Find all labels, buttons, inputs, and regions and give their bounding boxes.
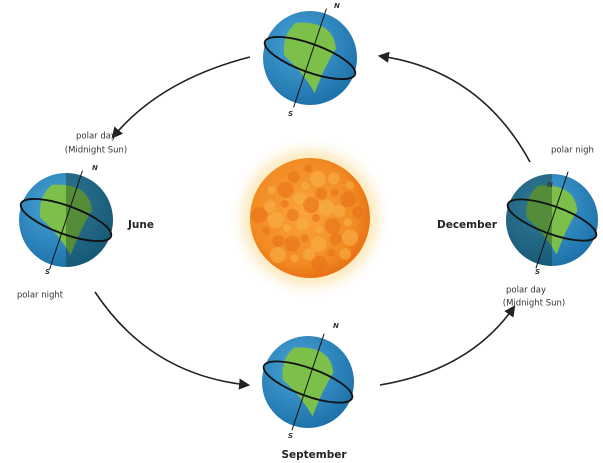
sun-spot — [270, 247, 286, 263]
south-label: S — [288, 110, 293, 118]
sun-spot — [281, 200, 289, 208]
sun-spot — [311, 256, 327, 272]
sun-spot — [301, 182, 309, 190]
north-label: N — [334, 2, 340, 10]
sun-spot — [272, 235, 284, 247]
note: polar night — [17, 291, 64, 301]
sun-spot — [262, 227, 270, 235]
sun-spot — [344, 218, 352, 226]
earth — [16, 171, 116, 270]
sun-spot — [352, 206, 364, 218]
sun-spot — [251, 207, 267, 223]
south-label: S — [45, 268, 50, 276]
sun-spot — [301, 234, 309, 242]
sun-spot — [287, 209, 299, 221]
night-side — [506, 174, 552, 266]
sun-spot — [333, 205, 345, 217]
sun-spot — [290, 254, 298, 262]
orbit-arrow — [380, 307, 514, 385]
sun-spot — [339, 248, 351, 260]
sun-spot — [283, 224, 291, 232]
sun-spot — [305, 164, 313, 172]
note: (Midnight Sun) — [503, 299, 565, 309]
note: (Midnight Sun) — [65, 146, 127, 156]
south-label: S — [288, 432, 293, 440]
orbit-arrow — [380, 56, 530, 162]
note: polar day — [506, 286, 546, 296]
north-label: N — [92, 164, 98, 172]
sun-spot — [293, 192, 305, 204]
sun-spot — [297, 219, 309, 231]
sun-spot — [328, 172, 340, 184]
earth — [259, 334, 357, 431]
sun-spot — [327, 249, 335, 257]
season-label: December — [437, 219, 498, 231]
sun-spot — [325, 218, 341, 234]
sun-spot — [268, 212, 284, 228]
sun-spot — [288, 171, 300, 183]
north-label: N — [547, 181, 553, 189]
orbit-arrow — [95, 292, 248, 385]
sun-spot — [312, 214, 320, 222]
orbit-arrow — [113, 57, 250, 137]
sun-spot — [340, 191, 356, 207]
sun-spot — [342, 230, 358, 246]
note: polar day — [76, 132, 116, 142]
south-label: S — [535, 268, 540, 276]
sun-spot — [318, 200, 334, 216]
sun-spot — [331, 189, 339, 197]
sun-spot — [315, 188, 327, 200]
north-label: N — [333, 322, 339, 330]
season-label: September — [281, 449, 347, 461]
sun-spot — [346, 181, 354, 189]
sun-spot — [315, 226, 323, 234]
sun-spot — [310, 171, 326, 187]
sun-spot — [303, 197, 319, 213]
night-side — [66, 173, 113, 267]
sun-spot — [284, 236, 300, 252]
sun-spot — [330, 233, 342, 245]
diagram: N S polar day (Midnight Sun) N June S po… — [0, 0, 603, 463]
sun-spot — [303, 248, 315, 260]
sun-spot — [264, 200, 276, 212]
earth — [260, 9, 360, 108]
note: polar nigh — [551, 146, 594, 156]
sun-spot — [278, 182, 294, 198]
season-label: June — [127, 219, 154, 231]
sun-spot — [267, 186, 275, 194]
